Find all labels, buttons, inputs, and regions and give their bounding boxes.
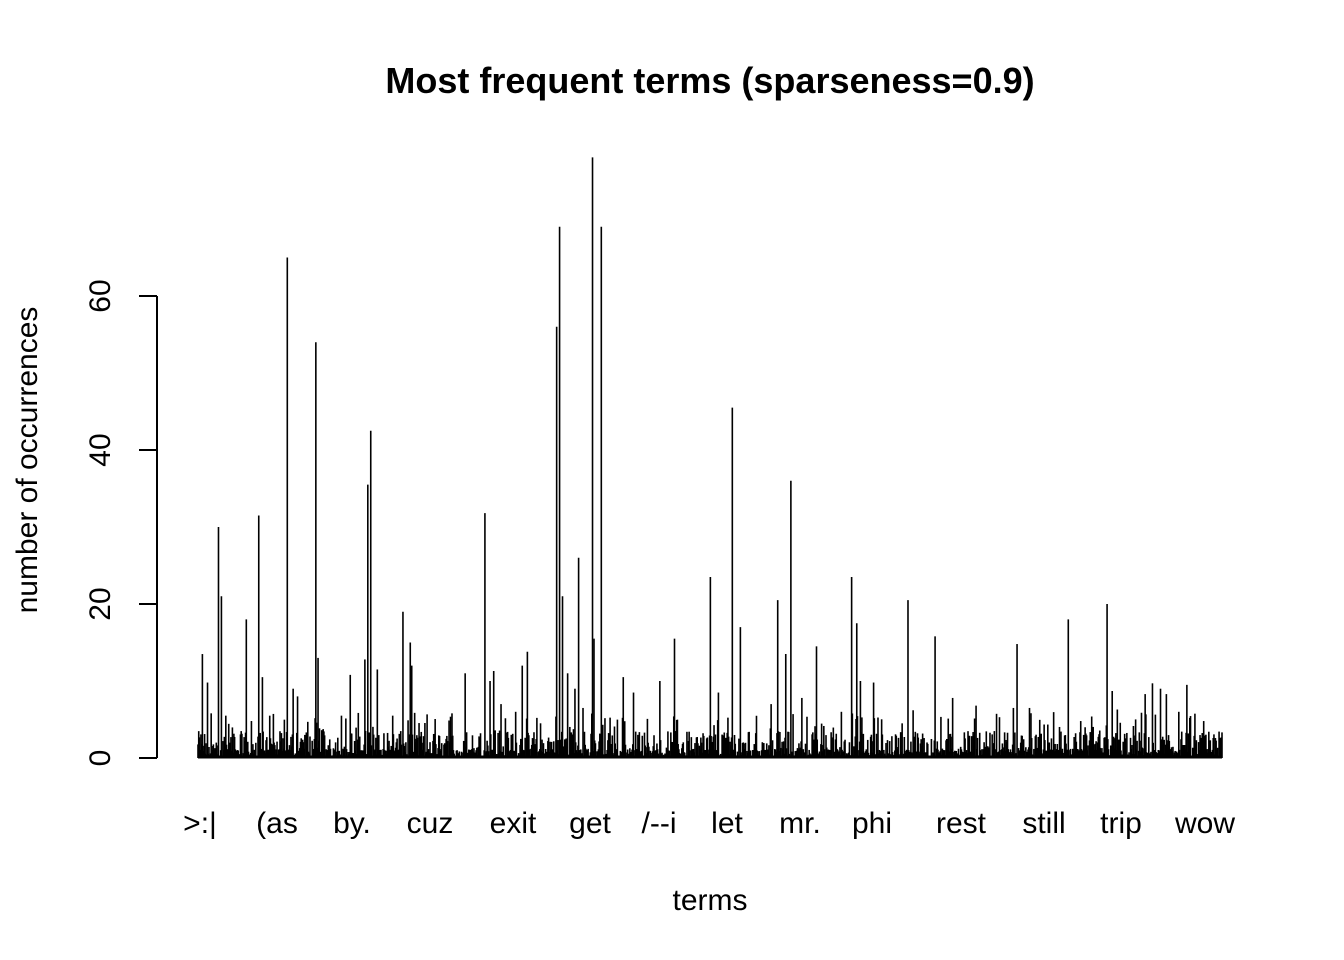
x-tick-label: cuz [407, 807, 454, 840]
y-tick-label: 60 [84, 279, 117, 312]
bars [197, 157, 1223, 759]
x-tick-label: phi [852, 807, 892, 840]
x-tick-label: (as [256, 807, 298, 840]
chart-title: Most frequent terms (sparseness=0.9) [385, 60, 1034, 101]
x-tick-labels: >:| (as by. cuz exit get /--i let mr. phi rest stil… [183, 807, 1235, 840]
x-tick-label: by. [333, 807, 371, 840]
x-axis-label: terms [673, 884, 748, 917]
x-tick-label: let [711, 807, 743, 840]
x-tick-label: rest [936, 807, 987, 840]
x-tick-label: /--i [642, 807, 677, 840]
y-tick-label: 40 [84, 433, 117, 466]
y-tick-label: 20 [84, 587, 117, 620]
x-tick-label: >:| [183, 807, 217, 840]
y-axis-label: number of occurrences [11, 307, 44, 614]
x-tick-label: trip [1100, 807, 1142, 840]
y-axis: 0 20 40 60 [84, 279, 158, 767]
x-tick-label: exit [490, 807, 537, 840]
x-tick-label: get [569, 807, 611, 840]
x-tick-label: wow [1174, 807, 1235, 840]
x-tick-label: still [1022, 807, 1065, 840]
x-tick-label: mr. [779, 807, 821, 840]
y-tick-label: 0 [84, 750, 117, 767]
